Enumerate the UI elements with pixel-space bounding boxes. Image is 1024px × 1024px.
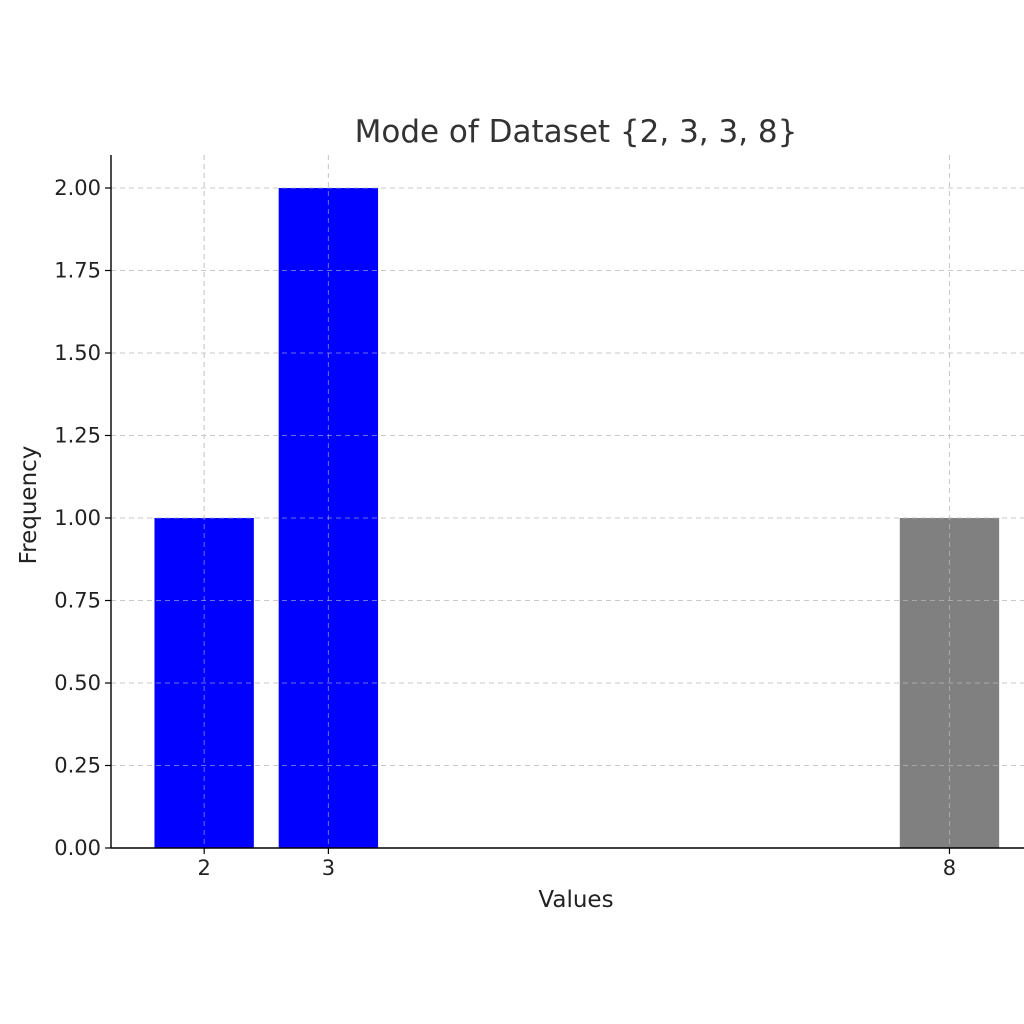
bars [154,188,1000,848]
y-tick-label: 0.00 [54,836,101,860]
y-axis-label: Frequency [16,446,42,565]
y-tick-label: 1.50 [54,341,101,365]
chart-title: Mode of Dataset {2, 3, 3, 8} [355,114,798,150]
grid-lines-overlay [111,155,1024,849]
x-tick-label: 8 [943,856,956,880]
x-ticks: 2 3 8 [197,848,956,880]
y-tick-label: 1.00 [54,506,101,530]
y-tick-label: 2.00 [54,176,101,200]
y-tick-label: 0.50 [54,671,101,695]
x-tick-label: 2 [197,856,210,880]
y-tick-label: 0.75 [54,589,101,613]
y-ticks: 0.00 0.25 0.50 0.75 1.00 1.25 1.50 1.75 2.00 [54,176,111,860]
y-tick-label: 0.25 [54,754,101,778]
x-axis-label: Values [538,887,613,913]
x-tick-label: 3 [322,856,335,880]
y-tick-label: 1.75 [54,259,101,283]
y-tick-label: 1.25 [54,424,101,448]
